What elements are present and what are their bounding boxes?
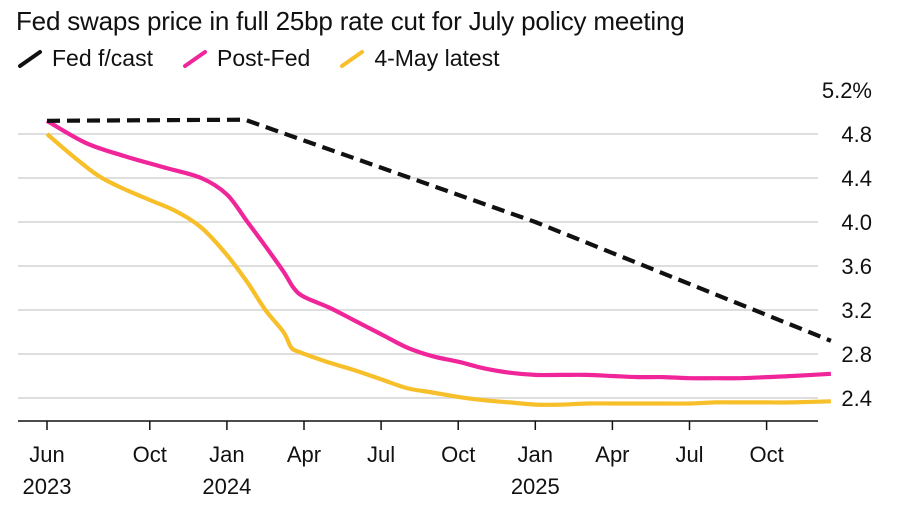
- y-tick-label: 3.2: [841, 298, 872, 323]
- series-line-post-fed: [47, 121, 831, 378]
- series-line-may4-latest: [47, 134, 831, 405]
- x-tick-label: Oct: [133, 442, 167, 467]
- x-tick-year-label: 2023: [23, 474, 72, 499]
- series-lines: [47, 120, 831, 405]
- grid-lines: [18, 134, 818, 398]
- x-tick-label: Jul: [367, 442, 395, 467]
- x-tick-year-label: 2025: [511, 474, 560, 499]
- x-tick-label: Apr: [287, 442, 321, 467]
- y-tick-label: 4.8: [841, 122, 872, 147]
- x-tick-label: Jun: [29, 442, 64, 467]
- x-tick-label: Jan: [518, 442, 553, 467]
- x-tick-label: Oct: [749, 442, 783, 467]
- y-tick-label: 2.4: [841, 386, 872, 411]
- y-tick-label: 4.0: [841, 210, 872, 235]
- y-tick-label: 5.2%: [822, 78, 872, 103]
- x-tick-label: Jan: [209, 442, 244, 467]
- x-tick-label: Oct: [441, 442, 475, 467]
- line-chart: 2.4 2.8 3.2 3.6 4.0 4.4 4.8 5.2% Jun 2023 Oct Jan 2…: [0, 0, 900, 510]
- y-tick-label: 2.8: [841, 342, 872, 367]
- y-tick-label: 3.6: [841, 254, 872, 279]
- series-line-fed-fcast: [47, 120, 831, 341]
- y-tick-label: 4.4: [841, 166, 872, 191]
- x-axis-ticks: Jun 2023 Oct Jan 2024 Apr Jul Oct Jan 2025 Apr Jul O…: [23, 421, 784, 499]
- x-tick-label: Apr: [595, 442, 629, 467]
- x-tick-year-label: 2024: [202, 474, 251, 499]
- y-axis-ticks: 2.4 2.8 3.2 3.6 4.0 4.4 4.8 5.2%: [822, 78, 872, 411]
- x-tick-label: Jul: [675, 442, 703, 467]
